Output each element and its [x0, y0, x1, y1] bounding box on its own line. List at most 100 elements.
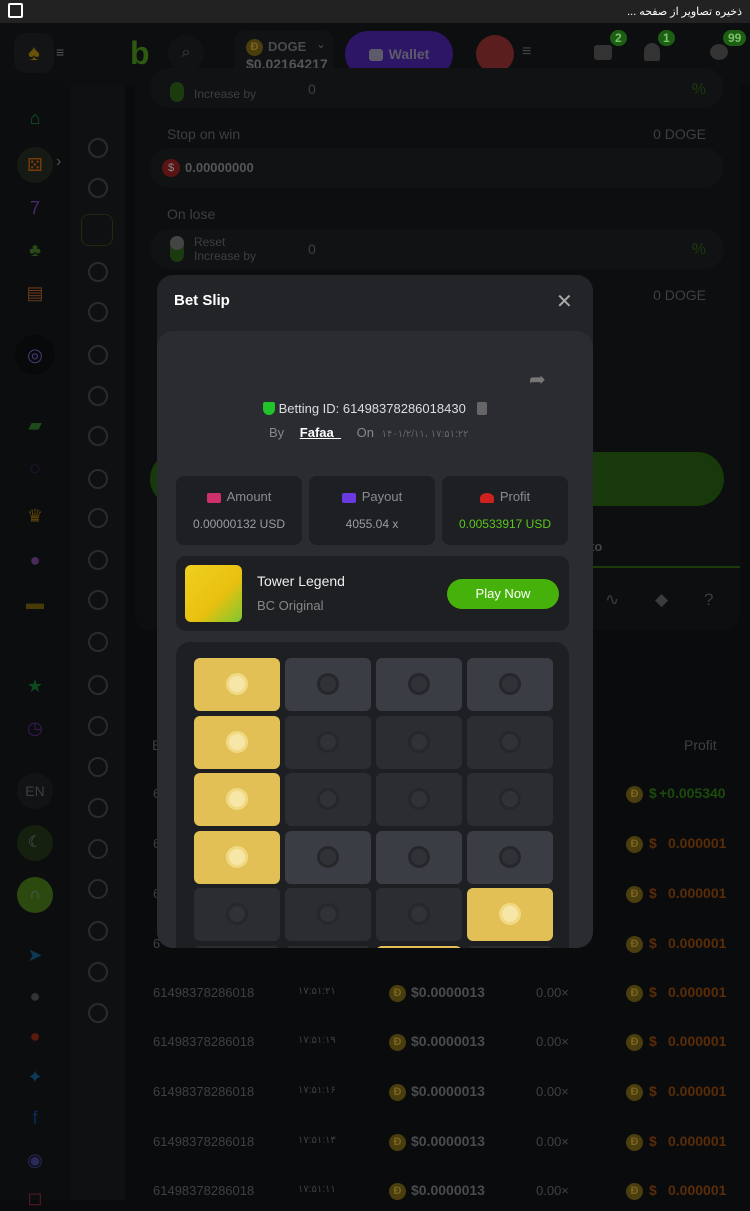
tile [285, 830, 371, 884]
bet-id[interactable]: 6 [153, 836, 285, 851]
robot-icon[interactable] [88, 839, 108, 859]
telegram-icon[interactable]: ➤ [27, 945, 43, 965]
crown-icon[interactable]: ♛ [26, 506, 44, 526]
graph-icon[interactable]: ∿ [605, 590, 620, 609]
astronaut-icon[interactable] [88, 757, 108, 777]
menu-icon[interactable]: ≡ [56, 44, 65, 60]
chevron-right-icon[interactable]: › [56, 153, 62, 170]
cube-icon[interactable] [88, 508, 108, 528]
headphones-icon[interactable]: ∩ [17, 877, 53, 913]
star-icon[interactable]: ★ [26, 676, 44, 696]
bet-id[interactable]: 61498378286018 [153, 1183, 255, 1198]
dice-icon[interactable]: ⚄ [17, 147, 53, 183]
table-row[interactable]: 61498378286018 ۱۷:۵۱:۱۳ Ð $0.0000013 0.00× Ð $… [153, 1132, 743, 1152]
gift-icon[interactable]: ▬ [26, 593, 44, 613]
on-lose-field[interactable]: Reset Increase by 0 % [150, 229, 724, 269]
share-icon[interactable]: ➦ [529, 369, 546, 391]
profit-value: 0.00533917 USD [458, 517, 552, 531]
bet-id[interactable]: 61498378286018 [153, 985, 255, 1000]
on-lose-toggle[interactable] [170, 236, 184, 262]
close-icon[interactable]: ✕ [556, 291, 573, 313]
list-menu-icon[interactable]: ≡ [522, 43, 532, 60]
bell-icon[interactable] [644, 43, 660, 61]
wheel-icon[interactable] [88, 345, 108, 365]
bet-profit: 0.000001 [668, 835, 727, 851]
plinko-icon[interactable] [88, 262, 108, 282]
square-icon[interactable] [88, 921, 108, 941]
cards-icon[interactable]: ▤ [26, 283, 44, 303]
on-win-value[interactable]: 0 [308, 81, 316, 97]
moon-icon[interactable]: ☾ [17, 825, 53, 861]
gorilla-icon[interactable] [88, 962, 108, 982]
coin-icon [499, 730, 521, 753]
payout-value: 4055.04 x [345, 517, 399, 531]
clock-icon[interactable]: ◷ [27, 718, 43, 738]
ring-icon[interactable] [88, 302, 108, 322]
spade-logo-icon[interactable]: ♠ [14, 33, 54, 73]
tower-legend-icon[interactable] [81, 214, 113, 246]
stop-on-win-input[interactable]: $ 0.00000000 [150, 148, 724, 188]
table-row[interactable]: 6Ð$0.000001 [153, 834, 743, 854]
copy-icon[interactable] [477, 402, 488, 415]
profit-label: Profit [499, 489, 531, 504]
help-icon[interactable]: ? [704, 590, 714, 609]
discord-icon[interactable]: ◉ [27, 1150, 43, 1170]
percent-sign: % [691, 81, 706, 98]
amount-card: Amount 0.00000132 USD [176, 476, 302, 545]
circle-dots-icon[interactable]: ◌ [29, 458, 41, 478]
mines-icon[interactable] [88, 426, 108, 446]
tower-icon[interactable] [88, 675, 108, 695]
ticket-icon[interactable]: ▰ [28, 415, 42, 435]
rocket-icon[interactable] [88, 716, 108, 736]
keno-icon[interactable] [88, 469, 108, 489]
bet-id[interactable]: 61498378286018 [153, 1134, 255, 1149]
table-row[interactable]: 61498378286018 ۱۷:۵۱:۱۶ Ð $0.0000013 0.00× Ð $… [153, 1082, 743, 1102]
table-row[interactable]: 6Ð$+0.005340 [153, 784, 743, 804]
bet-id[interactable]: 6 [153, 936, 285, 951]
table-row[interactable]: 6Ð$0.000001 [153, 884, 743, 904]
username-link[interactable]: Fafaa_ [299, 425, 341, 440]
auto-tab[interactable]: to [590, 539, 603, 554]
on-win-toggle[interactable] [170, 82, 184, 102]
sword-icon[interactable] [88, 590, 108, 610]
table-row[interactable]: 61498378286018 ۱۷:۵۱:۲۱ Ð $0.0000013 0.00× Ð $… [153, 983, 743, 1003]
tile [376, 658, 462, 711]
target-icon[interactable]: ◎ [15, 335, 55, 375]
instagram-icon[interactable]: ◻ [27, 1188, 43, 1208]
bet-id[interactable]: 61498378286018 [153, 1084, 255, 1099]
bet-id[interactable]: 61498378286018 [153, 1034, 255, 1049]
medium-icon[interactable]: ● [29, 986, 41, 1006]
coinflip-icon[interactable] [88, 386, 108, 406]
table-row[interactable]: 61498378286018 ۱۷:۵۱:۱۱ Ð $0.0000013 0.00× Ð $… [153, 1181, 743, 1201]
live-casino-icon[interactable]: ♣ [29, 240, 41, 260]
twitter-icon[interactable]: ✦ [27, 1067, 43, 1087]
crash-icon[interactable] [88, 138, 108, 158]
slots-icon[interactable]: 7 [29, 198, 40, 218]
acorn-icon[interactable]: ◆ [655, 590, 669, 609]
language-button[interactable]: EN [17, 773, 53, 809]
github-icon[interactable]: ● [29, 1026, 41, 1046]
table-row[interactable]: 61498378286018 ۱۷:۵۱:۱۹ Ð $0.0000013 0.00× Ð $… [153, 1032, 743, 1052]
bc-logo-icon[interactable]: b [130, 35, 150, 71]
on-win-field[interactable]: Increase by 0 % [150, 68, 724, 108]
masks-icon[interactable]: ● [29, 550, 41, 570]
game-thumbnail[interactable] [185, 565, 242, 622]
dice-game-icon[interactable] [88, 178, 108, 198]
coin-icon [408, 673, 430, 695]
search-icon[interactable]: ⌕ [168, 35, 204, 71]
bet-id[interactable]: 6 [153, 886, 285, 901]
eye-icon[interactable] [88, 632, 108, 652]
home-icon[interactable]: ⌂ [29, 108, 41, 128]
hilo-icon[interactable] [88, 550, 108, 570]
facebook-icon[interactable]: f [32, 1108, 38, 1128]
bet-id[interactable]: 6 [153, 786, 285, 801]
avatar[interactable] [476, 35, 514, 73]
table-row[interactable]: 6Ð$0.000001 [153, 934, 743, 954]
target-game-icon[interactable] [88, 1003, 108, 1023]
slot-machine-icon[interactable] [88, 879, 108, 899]
on-lose-value[interactable]: 0 [308, 241, 316, 257]
poker-icon[interactable] [88, 798, 108, 818]
chat-icon[interactable] [710, 44, 728, 60]
mail-icon[interactable] [594, 45, 612, 60]
play-now-button[interactable]: Play Now [447, 579, 559, 609]
